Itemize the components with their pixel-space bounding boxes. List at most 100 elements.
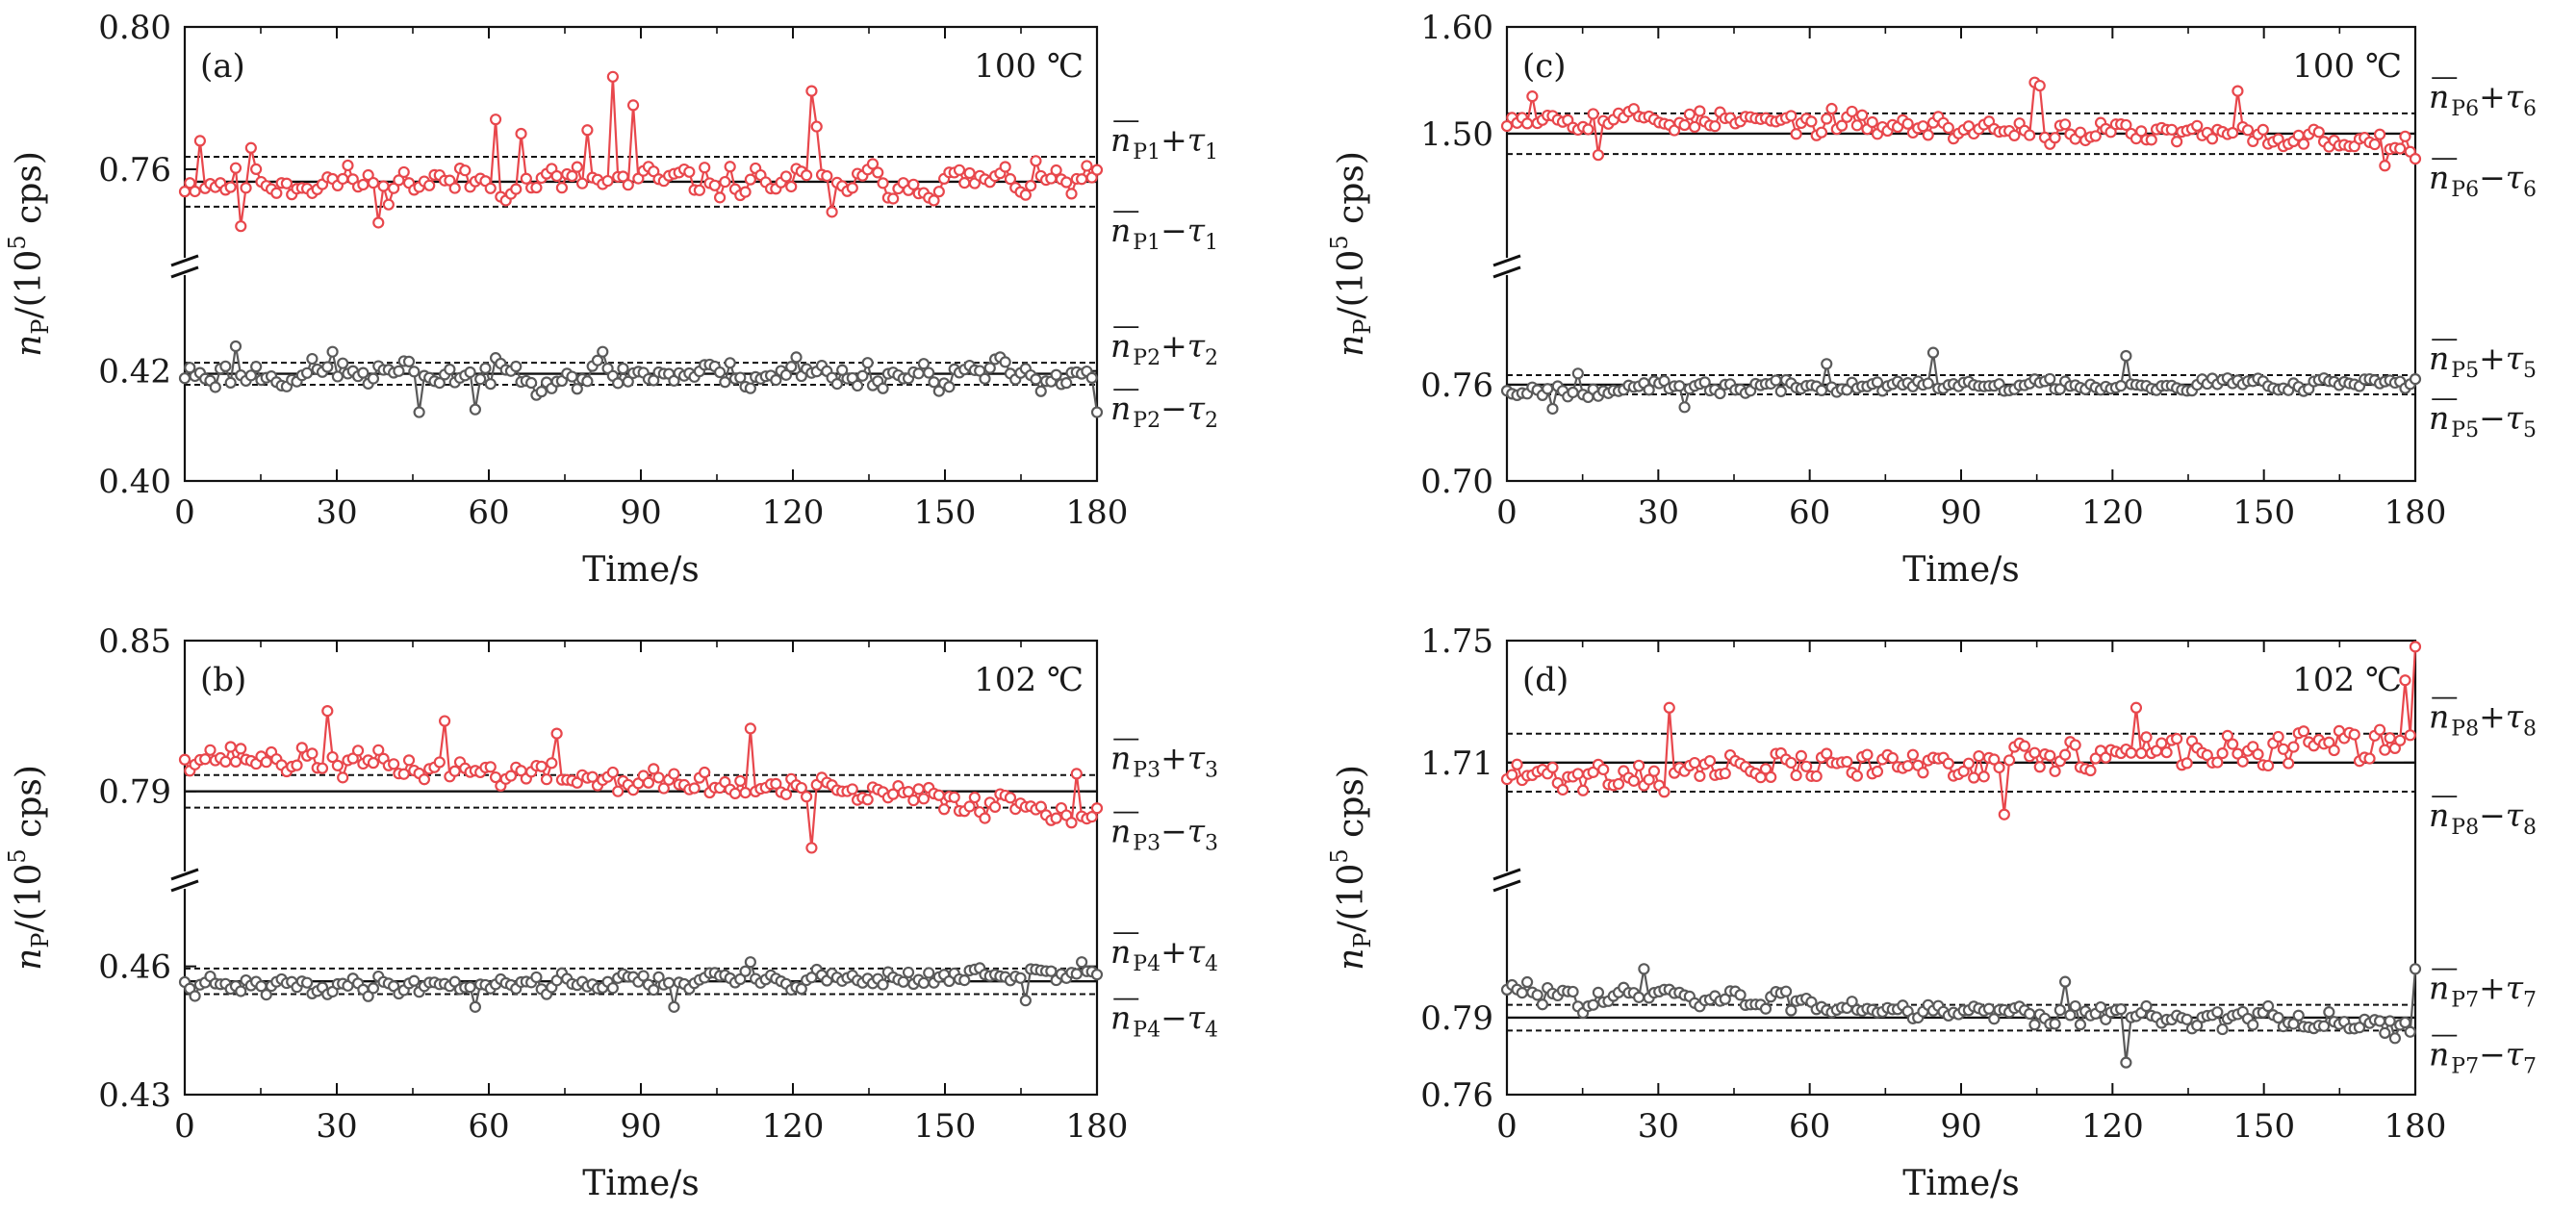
data-point (648, 763, 660, 775)
data-point (1714, 387, 1726, 400)
data-point (622, 179, 634, 191)
data-point (1835, 119, 1849, 132)
data-point (1587, 108, 1599, 120)
data-point (1982, 1002, 1996, 1015)
data-point (719, 175, 731, 189)
data-point (805, 972, 818, 984)
data-point (1542, 383, 1554, 395)
upper-label-plus-op: + (1160, 740, 1187, 777)
data-point (2018, 740, 2031, 752)
x-tick-label: 180 (2385, 493, 2447, 532)
data-point (1045, 965, 1058, 977)
data-point (1678, 401, 1691, 414)
data-point (999, 356, 1011, 368)
lower-label-plus-base: n (1110, 933, 1131, 971)
x-tick-label: 180 (1066, 493, 1129, 532)
data-point (2409, 963, 2422, 975)
lower-label-plus-tau: τ (1187, 933, 1206, 971)
data-point (586, 770, 599, 783)
axis-break-marks (170, 254, 199, 279)
data-point (2399, 1016, 2411, 1029)
upper-series-points (178, 705, 1104, 854)
data-point (2115, 379, 2128, 392)
data-point (1034, 800, 1047, 813)
upper-label-minus-base: n (1110, 212, 1131, 249)
data-point (1612, 777, 1625, 791)
data-point (1821, 747, 1833, 760)
data-point (739, 186, 752, 198)
lower-label-plus-sub: P4 (1133, 952, 1160, 976)
y-tick-label: 1.60 (1420, 9, 1493, 47)
data-point (337, 771, 349, 784)
data-point (306, 352, 319, 366)
upper-label-plus-tau-sub: 8 (2523, 718, 2537, 742)
axis-break-slash (170, 265, 199, 279)
data-point (2003, 754, 2016, 767)
data-point (2373, 723, 2386, 736)
data-point (550, 727, 563, 740)
data-point (469, 1000, 481, 1013)
data-point (1703, 755, 1717, 768)
data-point (1085, 811, 1098, 823)
upper-label-minus-tau-sub: 1 (1205, 231, 1218, 255)
data-point (2232, 747, 2244, 760)
upper-label-plus-sub: P3 (1133, 759, 1160, 783)
upper-label-minus-base: n (2429, 159, 2449, 196)
data-point (591, 354, 604, 366)
upper-label-minus-tau: τ (1187, 212, 1206, 249)
data-point (1076, 173, 1088, 186)
data-point (1765, 770, 1777, 783)
data-point (2236, 755, 2249, 768)
data-point (1856, 109, 1869, 121)
x-axis-title: Time/s (1902, 1164, 2020, 1203)
data-point (2130, 701, 2143, 714)
data-point (923, 366, 935, 379)
data-point (912, 367, 925, 380)
data-point (2363, 752, 2376, 765)
data-point (830, 377, 843, 391)
data-point (1998, 808, 2010, 821)
x-tick-label: 30 (1638, 493, 1679, 532)
data-point (779, 788, 793, 800)
axis-break-slash (170, 254, 199, 267)
lower-label-minus-sub: P5 (2451, 418, 2479, 442)
lower-series-points (178, 340, 1104, 418)
data-point (923, 967, 935, 979)
x-tick-label: 60 (1789, 493, 1830, 532)
y-axis-title: nP/(105 cps) (4, 765, 54, 971)
data-point (1968, 771, 1980, 784)
data-point (2247, 1019, 2259, 1031)
data-point (2353, 1022, 2366, 1034)
data-point (1846, 996, 1858, 1008)
data-point (397, 768, 410, 780)
data-point (958, 974, 971, 987)
data-point (719, 376, 731, 389)
data-point (566, 169, 578, 183)
x-tick-label: 30 (1638, 1107, 1679, 1146)
data-point (724, 357, 736, 369)
data-point (617, 362, 629, 375)
upper-label-minus-bar: ― (2432, 781, 2457, 810)
data-point (1531, 989, 1543, 1001)
data-point (362, 168, 374, 182)
data-point (657, 782, 670, 795)
data-point (668, 1000, 680, 1013)
data-point (484, 761, 497, 773)
data-point (1070, 968, 1083, 980)
data-point (2171, 136, 2183, 148)
data-point (2044, 372, 2056, 386)
data-point (1025, 179, 1037, 192)
data-point (699, 162, 711, 174)
data-point (1942, 757, 1954, 770)
temperature-label: 102 ℃ (2292, 661, 2402, 699)
upper-label-minus-bar: ― (1113, 797, 1138, 826)
data-point (1871, 765, 1884, 778)
data-point (474, 373, 487, 386)
data-point (372, 216, 385, 229)
x-tick-label: 150 (914, 493, 977, 532)
data-point (1004, 173, 1017, 186)
data-point (2379, 160, 2391, 172)
data-point (1805, 115, 1818, 128)
